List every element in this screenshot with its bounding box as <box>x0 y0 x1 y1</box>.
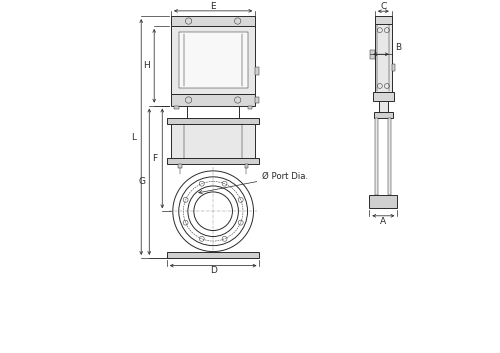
Bar <box>256 97 259 103</box>
Text: C: C <box>380 2 386 11</box>
Bar <box>171 94 256 106</box>
Bar <box>375 16 392 24</box>
Bar <box>376 118 378 195</box>
Bar <box>171 26 256 94</box>
Bar <box>178 164 182 168</box>
Text: L: L <box>131 132 136 142</box>
Bar <box>248 106 252 109</box>
Bar <box>167 157 260 164</box>
Text: D: D <box>210 267 216 275</box>
Bar <box>179 32 248 88</box>
Bar <box>171 16 256 26</box>
Bar <box>167 118 260 124</box>
Bar <box>174 106 179 109</box>
Text: B: B <box>395 43 401 52</box>
Bar <box>244 164 248 168</box>
Bar <box>171 124 256 157</box>
Text: H: H <box>143 61 150 70</box>
Bar <box>370 195 398 208</box>
Text: E: E <box>210 2 216 11</box>
Text: Ø Port Dia.: Ø Port Dia. <box>199 172 308 194</box>
Text: F: F <box>152 154 157 163</box>
Bar <box>378 101 388 112</box>
Bar <box>167 252 260 258</box>
Bar <box>373 92 394 101</box>
Bar <box>392 64 395 71</box>
Bar <box>388 118 392 195</box>
Text: G: G <box>138 177 145 186</box>
Bar <box>374 112 393 118</box>
Bar <box>256 67 260 75</box>
Bar <box>375 24 392 92</box>
Bar <box>370 50 375 59</box>
Text: A: A <box>380 216 386 226</box>
